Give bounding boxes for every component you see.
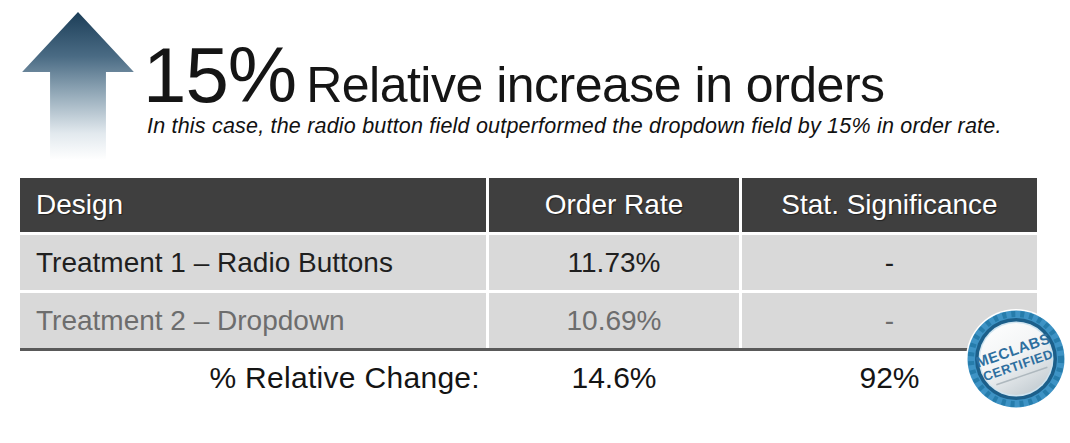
- column-header-design: Design: [20, 178, 486, 232]
- table-row-design: Treatment 2 – Dropdown: [20, 293, 486, 348]
- subtitle: In this case, the radio button field out…: [147, 114, 1002, 139]
- relative-change-row: % Relative Change: 14.6% 92%: [20, 356, 1037, 400]
- headline-stat: 15%: [143, 31, 296, 119]
- relative-change-label: % Relative Change:: [20, 356, 486, 400]
- up-arrow-icon: [20, 12, 136, 160]
- column-header-order-rate: Order Rate: [489, 178, 739, 232]
- headline-text: Relative increase in orders: [306, 57, 884, 113]
- column-header-significance: Stat. Significance: [742, 178, 1037, 232]
- table-row-significance: -: [742, 235, 1037, 290]
- results-table: Design Order Rate Stat. Significance Tre…: [20, 178, 1037, 351]
- table-row-design: Treatment 1 – Radio Buttons: [20, 235, 486, 290]
- table-row-order-rate: 11.73%: [489, 235, 739, 290]
- table-row-order-rate: 10.69%: [489, 293, 739, 348]
- relative-change-order-rate: 14.6%: [489, 356, 739, 400]
- meclabs-certified-badge: MECLABS CERTIFIED: [964, 307, 1068, 411]
